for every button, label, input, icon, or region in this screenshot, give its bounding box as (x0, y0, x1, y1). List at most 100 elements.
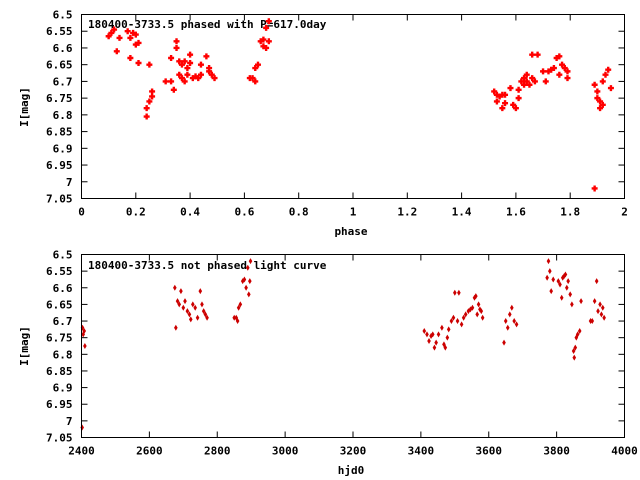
data-point (502, 339, 506, 346)
y-tick-label: 7 (66, 415, 73, 428)
data-point (479, 308, 484, 315)
data-point (449, 318, 454, 325)
data-point (206, 65, 213, 72)
data-point (526, 81, 533, 88)
data-point (499, 105, 506, 112)
data-point (515, 86, 522, 93)
x-tick-label: 0.2 (126, 206, 146, 219)
data-point (178, 75, 185, 82)
data-point (507, 85, 514, 92)
data-point (248, 278, 252, 285)
data-point (149, 93, 156, 100)
data-points (105, 18, 614, 192)
data-point (211, 75, 218, 82)
data-point (173, 284, 177, 291)
data-point (596, 308, 600, 315)
y-tick-label: 6.5 (53, 249, 73, 262)
data-point (187, 311, 192, 318)
data-point (265, 18, 272, 25)
data-point (203, 53, 210, 60)
x-tick-label: 1.2 (397, 206, 417, 219)
data-point (607, 85, 614, 92)
data-point (592, 298, 597, 305)
data-point (197, 71, 204, 78)
y-tick-label: 6.7 (53, 315, 73, 328)
x-tick-label: 2600 (136, 445, 163, 458)
data-point (195, 75, 202, 82)
data-point (201, 308, 206, 315)
data-point (556, 53, 563, 60)
data-point (505, 324, 510, 331)
data-point (173, 38, 180, 45)
data-point (252, 65, 259, 72)
data-point (132, 31, 139, 38)
data-point (82, 328, 87, 335)
data-point (124, 28, 131, 35)
y-tick-label: 6.75 (46, 92, 73, 105)
data-point (542, 78, 549, 85)
data-point (512, 318, 517, 325)
data-point (564, 68, 571, 75)
chart-title: 180400-3733.5 not phased light curve (88, 259, 327, 272)
data-point (570, 301, 574, 308)
data-point (247, 291, 251, 298)
data-point (198, 288, 203, 295)
x-axis-ticks: 0 0.2 0.4 0.6 0.8 1 1.2 1.4 1.6 1.8 2 (78, 14, 628, 219)
y-tick-label: 6.85 (46, 126, 73, 139)
data-point (594, 278, 599, 285)
data-point (193, 304, 197, 311)
data-point (252, 78, 259, 85)
y-tick-label: 7.05 (46, 193, 73, 206)
data-point (597, 98, 604, 105)
data-point (206, 68, 213, 75)
data-point (556, 71, 563, 78)
data-point (425, 331, 429, 338)
data-point (242, 276, 247, 283)
y-tick-label: 7 (66, 176, 73, 189)
data-point (510, 304, 514, 311)
unphased-light-curve-plot: 180400-3733.5 not phased light curve hjd… (18, 249, 638, 478)
data-point (529, 75, 536, 82)
data-point (236, 304, 241, 311)
data-point (184, 65, 191, 72)
x-tick-label: 1.6 (506, 206, 526, 219)
x-axis-label: phase (334, 225, 367, 238)
data-point (548, 66, 555, 73)
data-point (599, 101, 606, 108)
data-point (566, 278, 570, 285)
data-point (531, 78, 538, 85)
data-point (197, 61, 204, 68)
data-point (181, 58, 188, 65)
data-point (127, 54, 134, 61)
data-point (265, 38, 272, 45)
data-point (181, 78, 188, 85)
x-tick-label: 0 (78, 206, 85, 219)
data-point (468, 306, 473, 313)
data-point (185, 308, 190, 315)
data-point (565, 284, 569, 291)
data-point (523, 78, 530, 85)
data-point (529, 51, 536, 58)
data-point (598, 301, 602, 308)
data-point (591, 185, 598, 192)
x-tick-label: 4000 (611, 445, 638, 458)
data-point (549, 288, 553, 295)
x-tick-label: 3000 (272, 445, 299, 458)
data-point (175, 298, 180, 305)
y-tick-label: 6.65 (46, 298, 73, 311)
data-point (590, 318, 595, 325)
data-point (235, 318, 240, 325)
data-point (445, 334, 450, 341)
data-point (523, 71, 530, 78)
data-point (232, 314, 237, 321)
data-point (80, 424, 84, 431)
data-point (176, 58, 183, 65)
data-point (188, 316, 193, 323)
data-point (187, 51, 194, 58)
x-tick-label: 3200 (340, 445, 367, 458)
data-point (591, 81, 598, 88)
x-tick-label: 2400 (68, 445, 95, 458)
x-tick-label: 1 (350, 206, 357, 219)
data-point (540, 68, 547, 75)
